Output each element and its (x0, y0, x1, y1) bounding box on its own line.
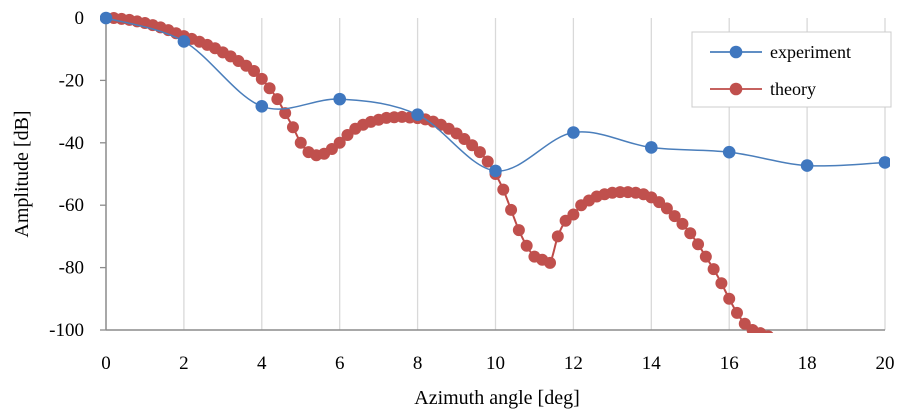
x-tick-label: 10 (486, 353, 505, 374)
data-point-theory (505, 203, 518, 216)
data-point-theory (763, 330, 774, 333)
data-point-experiment (800, 159, 814, 172)
data-point-experiment (878, 156, 890, 169)
y-tick-label: -20 (59, 70, 84, 91)
data-point-theory (279, 107, 292, 120)
y-tick-labels: 0 -20 -40 -60 -80 -100 (49, 8, 84, 341)
data-point-experiment (333, 92, 347, 106)
legend-marker-theory (729, 82, 743, 96)
data-point-theory (294, 136, 307, 149)
y-axis-label: Amplitude [dB] (11, 110, 33, 237)
data-point-theory (255, 72, 268, 85)
data-point-theory (481, 155, 494, 168)
x-tick-label: 6 (335, 353, 345, 374)
x-tick-label: 14 (642, 353, 662, 374)
x-tick-label: 4 (257, 353, 267, 374)
data-point-theory (286, 121, 299, 134)
series-experiment (100, 11, 890, 178)
x-tick-label: 8 (413, 353, 423, 374)
data-point-theory (715, 277, 728, 290)
data-point-theory (692, 238, 705, 251)
x-tick-label: 18 (798, 353, 817, 374)
data-point-theory (497, 183, 510, 196)
data-point-experiment (255, 99, 269, 113)
legend-label-theory: theory (770, 79, 816, 99)
legend-item-experiment: experiment (710, 42, 851, 62)
data-point-theory (723, 292, 736, 305)
data-point-theory (333, 136, 346, 149)
data-point-theory (551, 230, 564, 243)
data-point-theory (754, 327, 767, 333)
data-point-experiment (177, 35, 191, 48)
series-theory (100, 12, 774, 333)
series-line-experiment (105, 17, 886, 172)
data-point-theory (248, 65, 261, 78)
x-tick-labels: 0 2 4 6 8 10 12 14 16 18 20 (101, 353, 894, 374)
legend-box (691, 31, 892, 108)
data-point-theory (567, 208, 580, 221)
data-point-theory (699, 250, 712, 263)
data-point-theory (668, 210, 681, 223)
x-tick-label: 16 (720, 353, 739, 374)
y-tick-label: -40 (59, 133, 84, 154)
data-point-experiment (411, 108, 424, 122)
x-axis-label: Azimuth angle [deg] (414, 387, 580, 409)
legend-item-theory: theory (710, 79, 816, 99)
y-tick-label: 0 (75, 8, 85, 29)
data-point-experiment (567, 126, 580, 139)
data-point-theory (520, 239, 533, 252)
y-tick-label: -100 (49, 320, 84, 341)
data-point-experiment (100, 11, 113, 25)
x-tick-label: 2 (179, 353, 189, 374)
data-point-theory (466, 139, 479, 152)
x-tick-label: 20 (876, 353, 895, 374)
y-tick-label: -80 (59, 258, 84, 279)
data-point-experiment (645, 141, 658, 154)
y-tick-label: -60 (59, 195, 84, 216)
legend: experiment theory (691, 31, 892, 108)
data-point-theory (707, 263, 720, 276)
data-point-theory (660, 202, 673, 215)
x-tick-label: 12 (564, 353, 583, 374)
data-point-theory (473, 146, 486, 159)
data-point-theory (263, 82, 276, 95)
x-tick-label: 0 (101, 353, 111, 374)
series-layer (100, 11, 890, 333)
data-point-theory (684, 227, 697, 240)
data-point-theory (544, 256, 557, 269)
data-point-experiment (489, 164, 502, 178)
legend-marker-experiment (729, 45, 743, 59)
data-point-theory (676, 217, 689, 230)
data-point-theory (512, 224, 525, 237)
data-point-theory (730, 306, 743, 319)
legend-label-experiment: experiment (770, 42, 851, 62)
data-point-theory (271, 93, 284, 106)
data-point-experiment (722, 145, 736, 159)
